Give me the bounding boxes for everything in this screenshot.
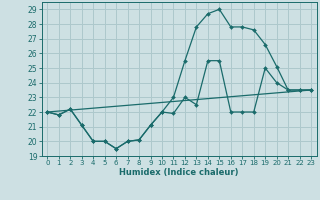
X-axis label: Humidex (Indice chaleur): Humidex (Indice chaleur) [119, 168, 239, 177]
